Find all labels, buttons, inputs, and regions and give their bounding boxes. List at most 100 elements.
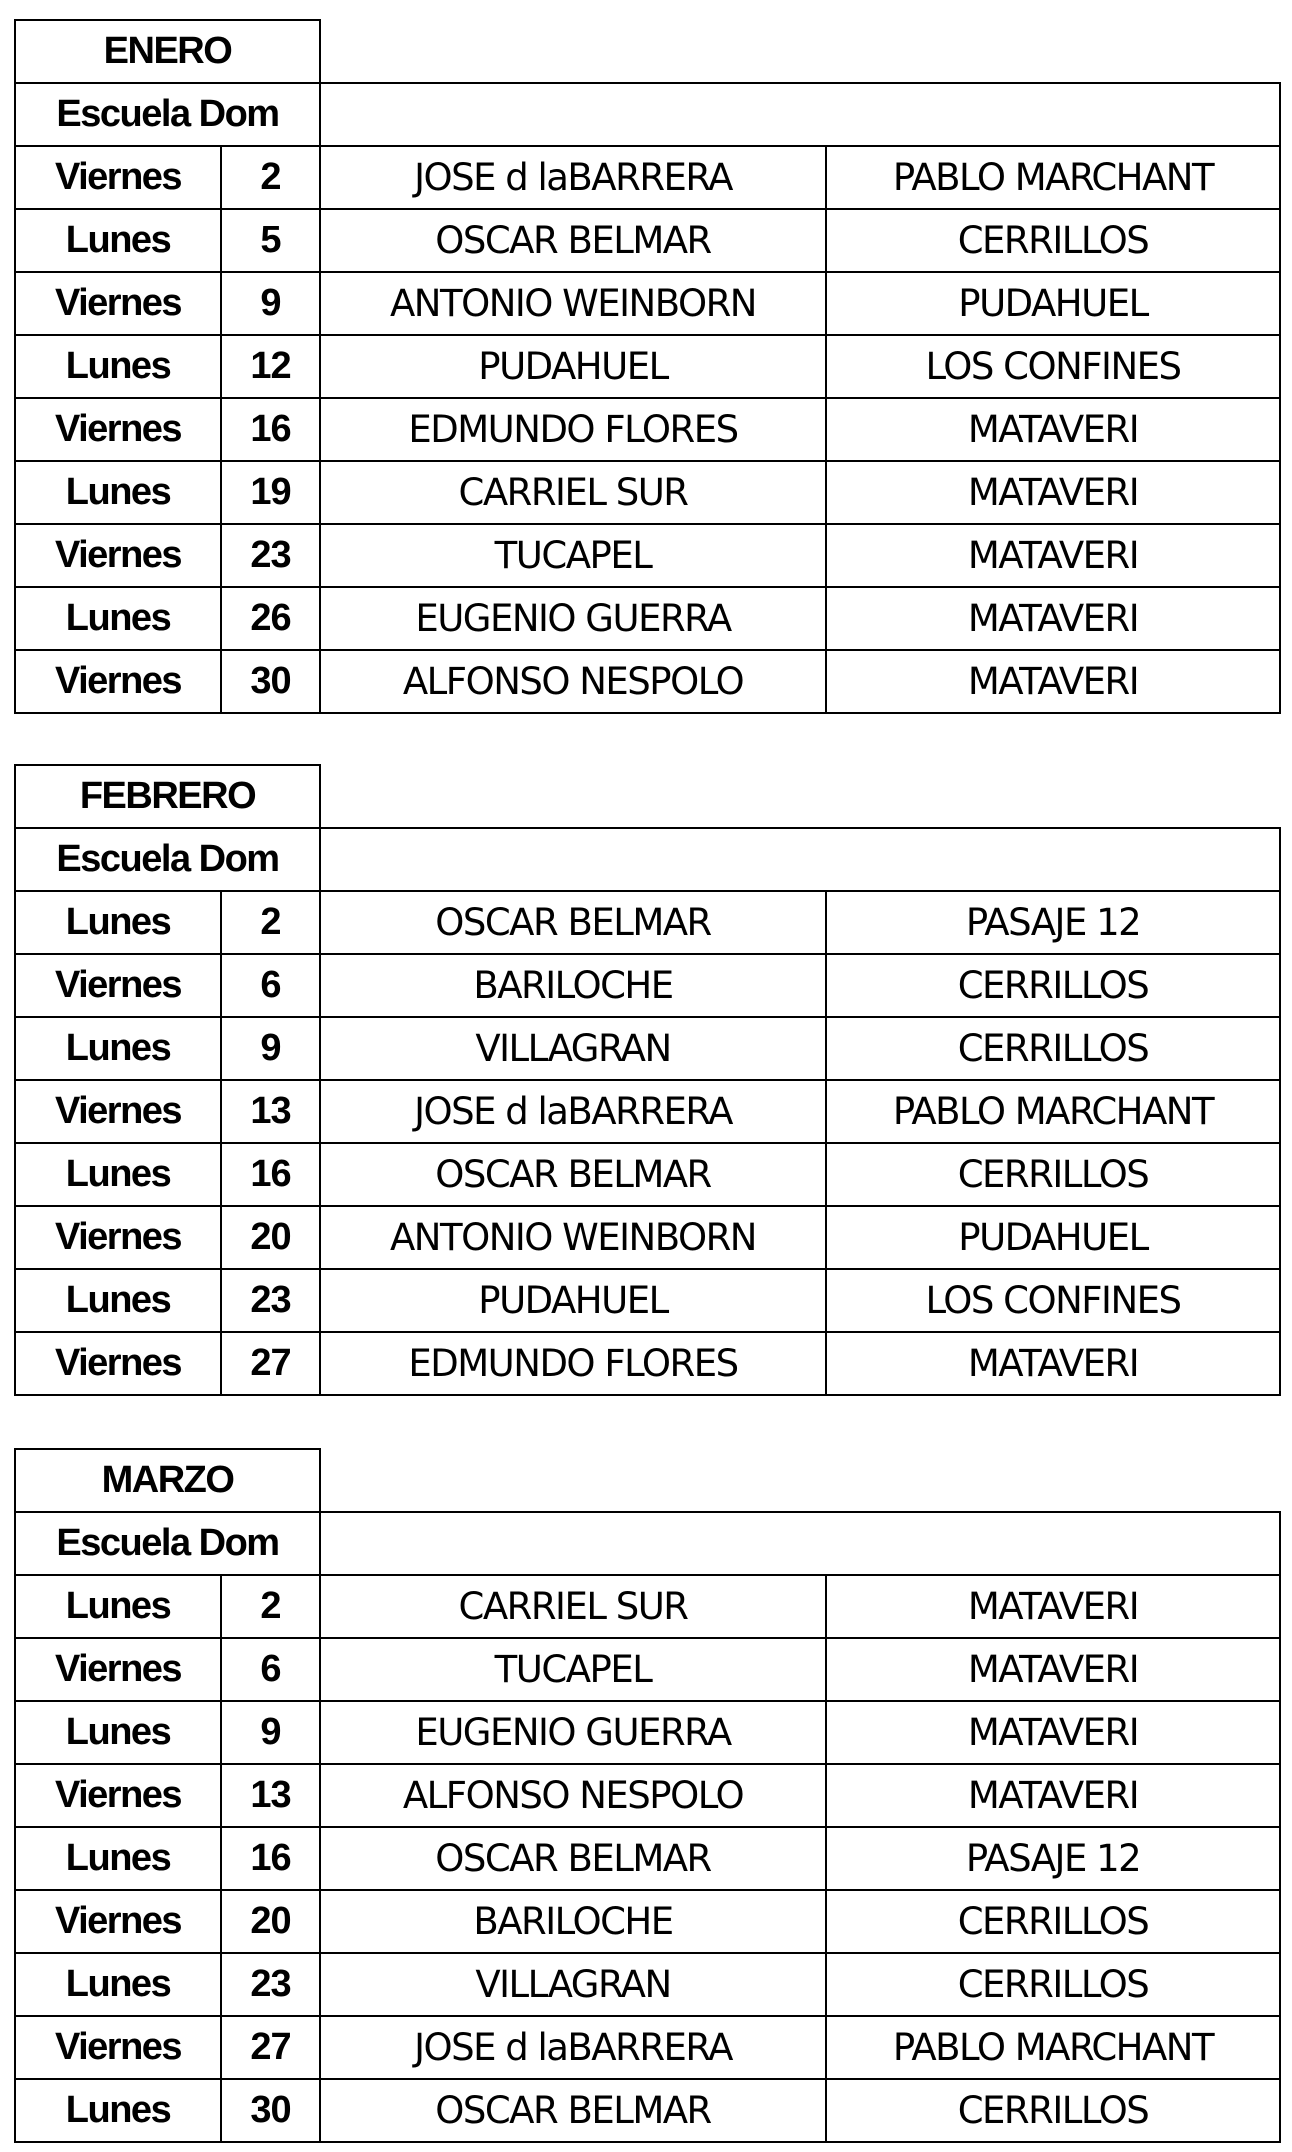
- subtitle-row: Escuela Dom: [14, 827, 1281, 892]
- table-row: Viernes 27 EDMUNDO FLORES MATAVERI: [14, 1331, 1281, 1396]
- table-row: Lunes 30 OSCAR BELMAR CERRILLOS: [14, 2078, 1281, 2143]
- place-cell: CERRILLOS: [825, 1889, 1281, 1954]
- empty-cell: [319, 1511, 1281, 1576]
- weekday-cell: Viernes: [14, 1079, 222, 1144]
- date-cell: 26: [220, 586, 321, 651]
- table-row: Viernes 13 ALFONSO NESPOLO MATAVERI: [14, 1763, 1281, 1828]
- table-row: Viernes 6 TUCAPEL MATAVERI: [14, 1637, 1281, 1702]
- place-cell: CERRILLOS: [825, 2078, 1281, 2143]
- place-cell: LOS CONFINES: [825, 334, 1281, 399]
- month-title: MARZO: [14, 1448, 321, 1513]
- place-cell: CERRILLOS: [825, 1952, 1281, 2017]
- name-cell: ALFONSO NESPOLO: [319, 1763, 827, 1828]
- empty-cell: [319, 827, 1281, 892]
- name-cell: EUGENIO GUERRA: [319, 1700, 827, 1765]
- weekday-cell: Lunes: [14, 1574, 222, 1639]
- date-cell: 30: [220, 649, 321, 714]
- date-cell: 2: [220, 890, 321, 955]
- month-header-row: FEBRERO: [14, 764, 1280, 829]
- date-cell: 9: [220, 1016, 321, 1081]
- month-header-row: MARZO: [14, 1448, 1280, 1513]
- name-cell: JOSE d laBARRERA: [319, 145, 827, 210]
- table-row: Lunes 16 OSCAR BELMAR CERRILLOS: [14, 1142, 1281, 1207]
- table-row: Viernes 20 ANTONIO WEINBORN PUDAHUEL: [14, 1205, 1281, 1270]
- place-cell: PUDAHUEL: [825, 271, 1281, 336]
- weekday-cell: Lunes: [14, 460, 222, 525]
- table-row: Lunes 26 EUGENIO GUERRA MATAVERI: [14, 586, 1281, 651]
- table-row: Lunes 2 OSCAR BELMAR PASAJE 12: [14, 890, 1281, 955]
- table-row: Viernes 16 EDMUNDO FLORES MATAVERI: [14, 397, 1281, 462]
- name-cell: EUGENIO GUERRA: [319, 586, 827, 651]
- name-cell: ANTONIO WEINBORN: [319, 271, 827, 336]
- subtitle-row: Escuela Dom: [14, 1511, 1281, 1576]
- table-row: Lunes 23 PUDAHUEL LOS CONFINES: [14, 1268, 1281, 1333]
- weekday-cell: Lunes: [14, 208, 222, 273]
- name-cell: BARILOCHE: [319, 953, 827, 1018]
- place-cell: PABLO MARCHANT: [825, 1079, 1281, 1144]
- date-cell: 16: [220, 1142, 321, 1207]
- table-row: Lunes 23 VILLAGRAN CERRILLOS: [14, 1952, 1281, 2017]
- place-cell: MATAVERI: [825, 1763, 1281, 1828]
- month-title: FEBRERO: [14, 764, 321, 829]
- date-cell: 23: [220, 1952, 321, 2017]
- name-cell: CARRIEL SUR: [319, 1574, 827, 1639]
- weekday-cell: Viernes: [14, 145, 222, 210]
- weekday-cell: Viernes: [14, 1889, 222, 1954]
- weekday-cell: Lunes: [14, 334, 222, 399]
- date-cell: 6: [220, 953, 321, 1018]
- place-cell: MATAVERI: [825, 1637, 1281, 1702]
- name-cell: CARRIEL SUR: [319, 460, 827, 525]
- table-row: Lunes 19 CARRIEL SUR MATAVERI: [14, 460, 1281, 525]
- table-row: Lunes 9 VILLAGRAN CERRILLOS: [14, 1016, 1281, 1081]
- name-cell: TUCAPEL: [319, 523, 827, 588]
- name-cell: BARILOCHE: [319, 1889, 827, 1954]
- place-cell: PABLO MARCHANT: [825, 145, 1281, 210]
- place-cell: MATAVERI: [825, 1574, 1281, 1639]
- date-cell: 13: [220, 1079, 321, 1144]
- weekday-cell: Lunes: [14, 1826, 222, 1891]
- place-cell: MATAVERI: [825, 1700, 1281, 1765]
- weekday-cell: Viernes: [14, 1205, 222, 1270]
- place-cell: PUDAHUEL: [825, 1205, 1281, 1270]
- name-cell: PUDAHUEL: [319, 1268, 827, 1333]
- name-cell: PUDAHUEL: [319, 334, 827, 399]
- date-cell: 12: [220, 334, 321, 399]
- place-cell: MATAVERI: [825, 460, 1281, 525]
- name-cell: OSCAR BELMAR: [319, 1826, 827, 1891]
- place-cell: LOS CONFINES: [825, 1268, 1281, 1333]
- weekday-cell: Viernes: [14, 397, 222, 462]
- date-cell: 30: [220, 2078, 321, 2143]
- table-row: Viernes 13 JOSE d laBARRERA PABLO MARCHA…: [14, 1079, 1281, 1144]
- date-cell: 9: [220, 271, 321, 336]
- month-table-febrero: FEBRERO Escuela Dom Lunes 2 OSCAR BELMAR …: [14, 764, 1281, 1396]
- table-row: Viernes 9 ANTONIO WEINBORN PUDAHUEL: [14, 271, 1281, 336]
- weekday-cell: Viernes: [14, 953, 222, 1018]
- weekday-cell: Lunes: [14, 1142, 222, 1207]
- month-table-marzo: MARZO Escuela Dom Lunes 2 CARRIEL SUR MAT…: [14, 1448, 1281, 2143]
- weekday-cell: Viernes: [14, 523, 222, 588]
- place-cell: CERRILLOS: [825, 953, 1281, 1018]
- name-cell: VILLAGRAN: [319, 1952, 827, 2017]
- place-cell: PASAJE 12: [825, 890, 1281, 955]
- table-row: Lunes 9 EUGENIO GUERRA MATAVERI: [14, 1700, 1281, 1765]
- weekday-cell: Lunes: [14, 1016, 222, 1081]
- weekday-cell: Viernes: [14, 1637, 222, 1702]
- weekday-cell: Viernes: [14, 1331, 222, 1396]
- weekday-cell: Viernes: [14, 2015, 222, 2080]
- date-cell: 23: [220, 523, 321, 588]
- table-row: Viernes 2 JOSE d laBARRERA PABLO MARCHAN…: [14, 145, 1281, 210]
- section-label: Escuela Dom: [14, 1511, 321, 1576]
- date-cell: 20: [220, 1205, 321, 1270]
- date-cell: 19: [220, 460, 321, 525]
- date-cell: 2: [220, 145, 321, 210]
- name-cell: EDMUNDO FLORES: [319, 397, 827, 462]
- table-row: Viernes 23 TUCAPEL MATAVERI: [14, 523, 1281, 588]
- section-label: Escuela Dom: [14, 82, 321, 147]
- name-cell: OSCAR BELMAR: [319, 208, 827, 273]
- date-cell: 16: [220, 397, 321, 462]
- weekday-cell: Viernes: [14, 649, 222, 714]
- name-cell: TUCAPEL: [319, 1637, 827, 1702]
- place-cell: CERRILLOS: [825, 1142, 1281, 1207]
- weekday-cell: Lunes: [14, 1952, 222, 2017]
- subtitle-row: Escuela Dom: [14, 82, 1281, 147]
